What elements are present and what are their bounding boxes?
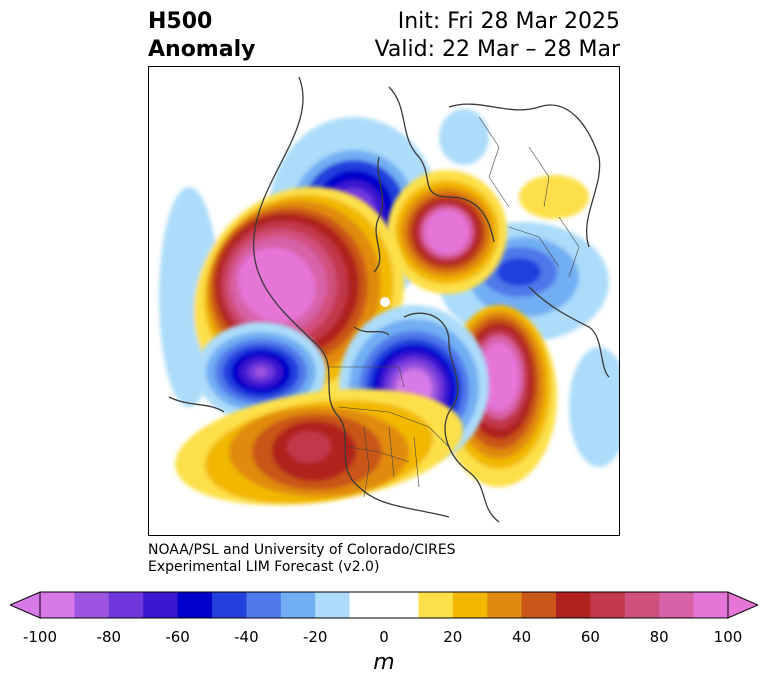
colorbar-segment	[246, 592, 282, 618]
colorbar-segment	[108, 592, 144, 618]
colorbar-segment	[315, 592, 351, 618]
credit-text: NOAA/PSL and University of Colorado/CIRE…	[148, 542, 456, 576]
colorbar-segment	[659, 592, 695, 618]
colorbar-tick-label: 100	[713, 628, 743, 646]
title-variable: H500	[148, 9, 213, 34]
colorbar-tick-label: 40	[512, 628, 532, 646]
title-type: Anomaly	[148, 37, 256, 62]
colorbar-tick-label: -100	[22, 628, 58, 646]
colorbar-tick-label: 60	[580, 628, 600, 646]
north-pole-marker	[380, 297, 390, 307]
colorbar-extend-max	[727, 591, 758, 619]
colorbar-segment	[143, 592, 179, 618]
colorbar-tick-label: -20	[302, 628, 328, 646]
anomaly-high-ne	[519, 175, 589, 219]
colorbar-segment	[521, 592, 557, 618]
anomaly-high-western-us	[175, 388, 463, 506]
colorbar-segment	[384, 592, 419, 618]
colorbar-tick-label: 0	[379, 628, 389, 646]
anomaly-low-pacific	[196, 322, 326, 422]
colorbar-segment	[624, 592, 660, 618]
colorbar-segment	[418, 592, 454, 618]
anomaly-map	[159, 76, 619, 523]
colorbar-tick-label: -40	[234, 628, 259, 646]
colorbar-border	[39, 591, 729, 619]
colorbar-segment	[349, 592, 385, 618]
colorbar-tick-label: 80	[649, 628, 669, 646]
colorbar-tick-label: -80	[96, 628, 122, 646]
colorbar-tick-label: -60	[165, 628, 190, 646]
valid-range: Valid: 22 Mar – 28 Mar	[374, 37, 620, 62]
colorbar-segment	[693, 592, 729, 618]
forecast-dates: Init: Fri 28 Mar 2025 Valid: 22 Mar – 28…	[375, 8, 620, 64]
chart-title: H500 Anomaly	[148, 8, 255, 64]
political-borders	[329, 116, 580, 498]
colorbar-tick-label: 20	[443, 628, 463, 646]
colorbar-segment	[590, 592, 626, 618]
init-date: Init: Fri 28 Mar 2025	[397, 9, 620, 34]
colorbar	[10, 591, 758, 619]
credit-line2: Experimental LIM Forecast (v2.0)	[148, 559, 380, 575]
coastlines	[168, 76, 610, 523]
map-panel	[148, 66, 620, 536]
colorbar-segment	[212, 592, 247, 618]
colorbar-segment	[487, 592, 523, 618]
credit-line1: NOAA/PSL and University of Colorado/CIRE…	[148, 542, 456, 558]
colorbar-extend-min	[10, 591, 41, 619]
colorbar-segment	[452, 592, 488, 618]
colorbar-segment	[40, 592, 75, 618]
colorbar-unit: m	[373, 650, 395, 675]
colorbar-segment	[74, 592, 110, 618]
anomaly-high-greenland	[387, 170, 507, 294]
colorbar-segment	[280, 592, 316, 618]
colorbar-segment	[556, 592, 591, 618]
colorbar-segment	[177, 592, 213, 618]
